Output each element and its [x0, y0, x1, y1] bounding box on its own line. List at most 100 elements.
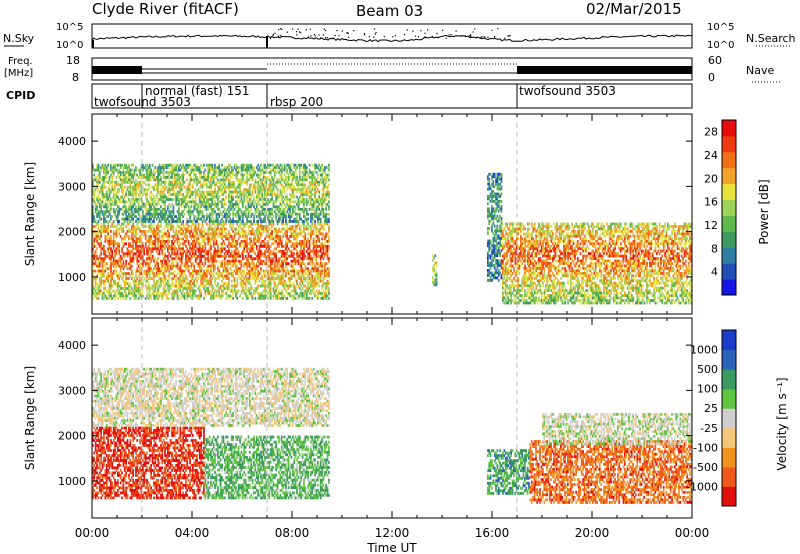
echo-cell [135, 292, 137, 295]
echo-cell [98, 176, 101, 179]
echo-cell [219, 262, 222, 266]
echo-cell [272, 289, 275, 293]
echo-cell [147, 244, 150, 248]
echo-cell [126, 249, 129, 253]
echo-cell [182, 249, 184, 253]
echo-cell [122, 227, 125, 231]
echo-cell [225, 254, 227, 258]
echo-cell [226, 244, 229, 248]
echo-cell [133, 294, 136, 298]
echo-cell [282, 294, 284, 298]
echo-cell [230, 274, 233, 278]
echo-cell [312, 284, 315, 288]
echo-cell [148, 237, 151, 241]
echo-cell [255, 240, 258, 243]
echo-cell [103, 279, 105, 283]
echo-cell [301, 242, 304, 246]
echo-cell [118, 210, 121, 214]
echo-cell [233, 257, 236, 261]
echo-cell [239, 267, 241, 271]
echo-cell [267, 244, 269, 248]
echo-cell [137, 210, 140, 214]
echo-cell [111, 178, 114, 182]
echo-cell [253, 277, 255, 280]
echo-cell [154, 230, 157, 233]
echo-cell [240, 272, 243, 275]
echo-cell [140, 232, 143, 236]
echo-cell [217, 222, 219, 226]
echo-cell [282, 244, 284, 248]
noise-search-point [431, 36, 433, 38]
echo-cell [218, 215, 221, 218]
echo-cell [278, 294, 280, 298]
echo-cell [258, 297, 261, 300]
echo-cell [151, 230, 154, 233]
echo-cell [283, 254, 286, 258]
echo-cell [205, 277, 208, 280]
echo-cell [179, 217, 182, 221]
echo-cell [236, 269, 239, 273]
echo-cell [226, 277, 229, 280]
echo-cell [135, 254, 137, 258]
echo-cell [278, 274, 280, 278]
echo-cell [112, 240, 115, 243]
echo-cell [180, 205, 183, 209]
echo-cell [271, 232, 273, 236]
echo-cell [265, 257, 268, 261]
echo-cell [303, 292, 305, 295]
echo-cell [196, 279, 198, 283]
echo-cell [211, 163, 214, 167]
echo-cell [97, 267, 100, 271]
echo-cell [290, 230, 293, 233]
echo-cell [115, 294, 118, 298]
echo-cell [210, 264, 212, 268]
echo-cell [186, 247, 189, 251]
echo-cell [119, 227, 122, 231]
echo-cell [151, 244, 154, 248]
echo-cell [243, 277, 246, 280]
echo-cell [301, 244, 304, 248]
echo-cell [219, 274, 222, 278]
echo-cell [117, 173, 119, 177]
echo-cell [290, 294, 293, 298]
echo-cell [298, 277, 301, 280]
echo-cell [162, 240, 165, 243]
echo-cell [150, 230, 152, 233]
echo-cell [239, 222, 241, 226]
echo-cell [168, 173, 171, 177]
echo-cell [269, 244, 272, 248]
echo-cell [137, 203, 140, 206]
echo-cell [215, 252, 218, 256]
echo-cell [117, 277, 119, 280]
echo-cell [280, 282, 283, 285]
echo-cell [114, 297, 116, 300]
echo-cell [108, 254, 111, 258]
echo-cell [137, 227, 140, 231]
echo-cell [205, 274, 208, 278]
echo-cell [233, 269, 236, 273]
echo-cell [242, 252, 244, 256]
echo-cell [280, 227, 283, 231]
echo-cell [290, 264, 293, 268]
echo-cell [237, 259, 240, 263]
echo-cell [205, 269, 208, 273]
echo-cell [268, 289, 271, 293]
echo-cell [185, 252, 187, 256]
echo-cell [189, 173, 191, 177]
echo-cell [123, 185, 126, 189]
echo-cell [155, 203, 158, 206]
echo-cell [153, 188, 155, 192]
echo-cell [267, 277, 269, 280]
echo-cell [268, 244, 271, 248]
echo-cell [190, 235, 193, 238]
echo-cell [93, 173, 96, 177]
echo-cell [135, 247, 137, 251]
echo-cell [97, 272, 100, 275]
echo-cell [321, 222, 323, 226]
echo-cell [242, 269, 244, 273]
echo-cell [104, 235, 107, 238]
echo-cell [233, 282, 236, 285]
echo-cell [286, 242, 289, 246]
echo-cell [319, 230, 322, 233]
echo-cell [264, 287, 266, 290]
